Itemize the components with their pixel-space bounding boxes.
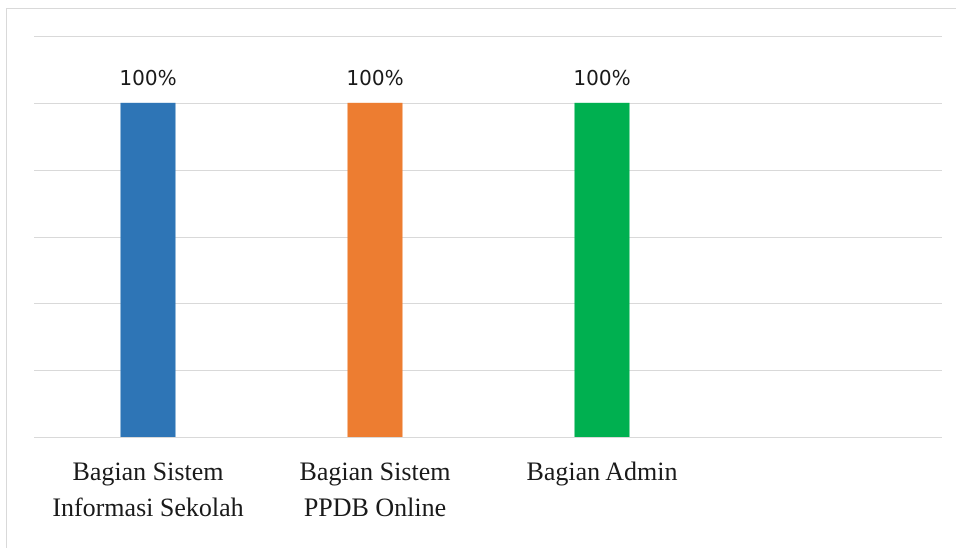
bar <box>120 102 176 437</box>
chart-frame <box>6 8 956 548</box>
bar <box>574 102 630 437</box>
category-label: Informasi Sekolah <box>52 493 243 522</box>
category-label: Bagian Sistem <box>300 457 451 486</box>
bars <box>120 102 630 437</box>
category-label: PPDB Online <box>304 493 446 522</box>
gridlines <box>34 36 942 438</box>
data-label: 100% <box>573 66 630 90</box>
category-labels: Bagian Sistem Informasi Sekolah Bagian Sis… <box>52 457 677 522</box>
data-label: 100% <box>119 66 176 90</box>
data-label: 100% <box>346 66 403 90</box>
category-label: Bagian Admin <box>527 457 678 486</box>
bar <box>347 102 403 437</box>
category-label: Bagian Sistem <box>73 457 224 486</box>
bar-chart: 100% 100% 100% Bagian Sistem Informasi Seko… <box>34 36 942 522</box>
data-labels: 100% 100% 100% <box>119 66 630 90</box>
